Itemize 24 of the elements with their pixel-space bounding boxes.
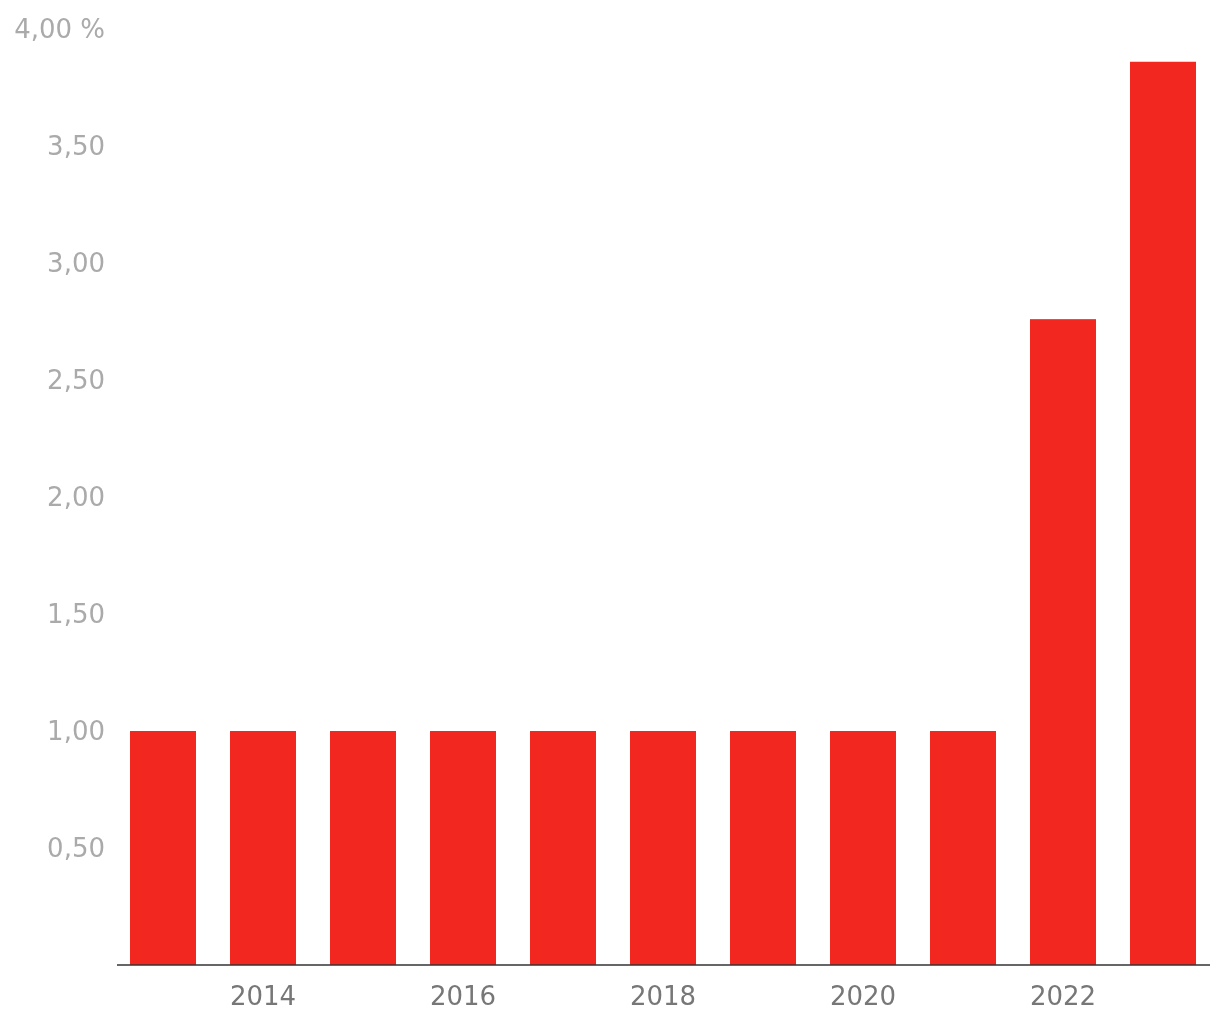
- y-tick-label: 1,00: [47, 716, 105, 747]
- bar: [230, 731, 296, 965]
- x-tick-label: 2020: [829, 981, 897, 1011]
- y-tick-label: 1,50: [47, 599, 105, 630]
- x-tick-label: 2016: [429, 981, 497, 1011]
- y-tick-label: 2,50: [47, 365, 105, 396]
- x-tick-label: 2018: [629, 981, 697, 1011]
- bar: [830, 731, 896, 965]
- bar: [1030, 319, 1096, 965]
- bar: [530, 731, 596, 965]
- bar: [630, 731, 696, 965]
- x-tick-label: 2014: [229, 981, 297, 1011]
- x-tick-label: 2022: [1029, 981, 1097, 1011]
- y-tick-label: 3,50: [47, 131, 105, 162]
- bar: [430, 731, 496, 965]
- bar: [130, 731, 196, 965]
- y-tick-label: 0,50: [47, 833, 105, 864]
- bar: [730, 731, 796, 965]
- y-tick-label: 4,00 %: [14, 14, 105, 45]
- bar: [330, 731, 396, 965]
- bar: [1130, 61, 1196, 965]
- y-tick-label: 3,00: [47, 248, 105, 279]
- y-tick-label: 2,00: [47, 482, 105, 513]
- bar: [930, 731, 996, 965]
